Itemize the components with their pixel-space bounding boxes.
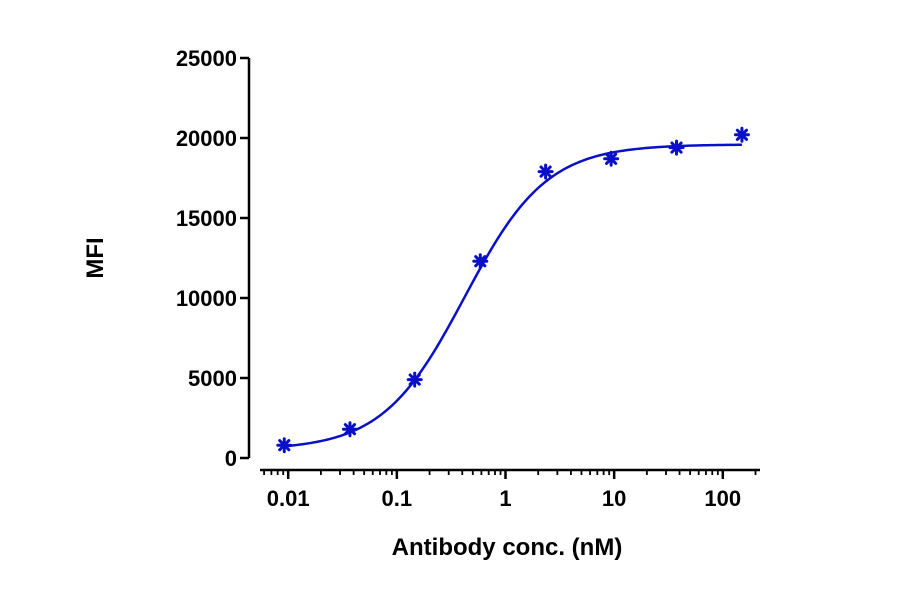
data-point <box>406 371 423 388</box>
y-axis: 0 5000 10000 15000 20000 25000 <box>176 46 251 471</box>
y-tick-label: 0 <box>225 446 237 471</box>
x-tick-label: 10 <box>602 486 626 511</box>
x-tick-label: 1 <box>499 486 511 511</box>
x-axis: 0.01 0.1 1 10 100 <box>260 468 760 511</box>
x-tick-label: 0.01 <box>267 486 310 511</box>
x-tick-label: 0.1 <box>382 486 413 511</box>
y-axis-title: MFI <box>82 237 109 278</box>
x-axis-title: Antibody conc. (nM) <box>392 534 623 561</box>
data-point <box>472 253 489 270</box>
data-points <box>276 126 750 454</box>
x-tick-label: 100 <box>704 486 741 511</box>
data-point <box>733 126 750 143</box>
y-tick-label: 5000 <box>188 366 237 391</box>
y-tick-label: 25000 <box>176 46 237 71</box>
data-point <box>537 163 554 180</box>
data-point <box>276 437 293 454</box>
fit-curve <box>284 143 742 448</box>
data-point <box>341 421 358 438</box>
data-point <box>668 139 685 156</box>
y-tick-label: 20000 <box>176 126 237 151</box>
y-tick-label: 10000 <box>176 286 237 311</box>
y-tick-label: 15000 <box>176 206 237 231</box>
data-point <box>603 150 620 167</box>
